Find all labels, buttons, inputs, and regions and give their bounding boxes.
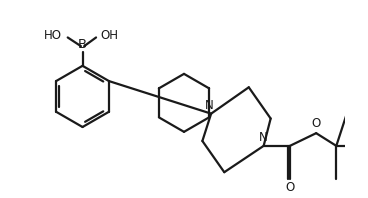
- Text: O: O: [312, 117, 321, 130]
- Text: O: O: [285, 181, 294, 194]
- Text: OH: OH: [100, 29, 118, 42]
- Text: B: B: [78, 38, 87, 51]
- Text: N: N: [205, 99, 214, 112]
- Text: HO: HO: [44, 29, 62, 42]
- Text: N: N: [259, 131, 268, 144]
